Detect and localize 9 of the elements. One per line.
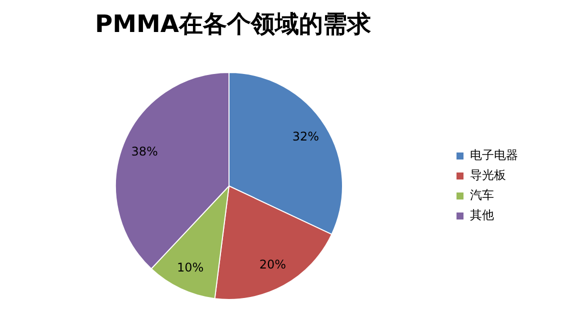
legend-label: 其他 xyxy=(470,208,494,222)
data-label: 38% xyxy=(131,144,158,159)
legend-label: 导光板 xyxy=(470,168,506,182)
legend-label: 电子电器 xyxy=(470,148,518,162)
data-label: 10% xyxy=(177,260,204,274)
data-label: 32% xyxy=(292,129,319,144)
data-label: 20% xyxy=(259,258,286,272)
legend-label: 汽车 xyxy=(470,188,494,202)
chart-title: PMMA在各个领域的需求 xyxy=(95,9,371,40)
